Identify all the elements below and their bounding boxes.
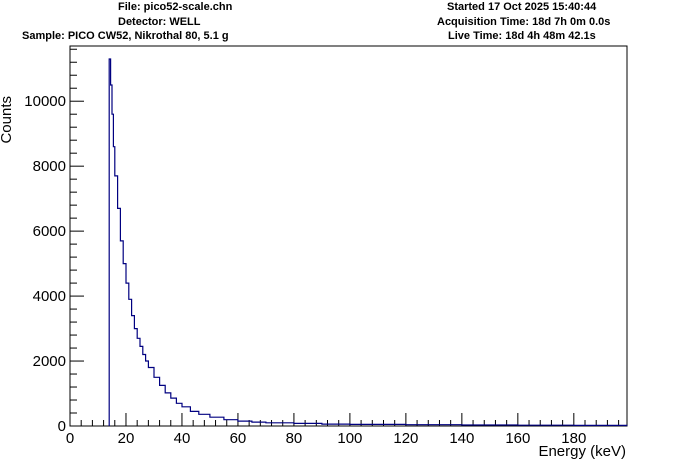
y-tick-label: 2000 <box>33 353 66 370</box>
x-tick-label: 80 <box>286 430 303 447</box>
plot-frame <box>69 45 628 427</box>
x-tick-label: 20 <box>118 430 135 447</box>
x-tick-label: 160 <box>505 430 530 447</box>
x-axis-title: Energy (keV) <box>538 443 626 460</box>
x-tick-label: 40 <box>174 430 191 447</box>
y-axis-title: Counts <box>0 96 15 144</box>
header-live: Live Time: 18d 4h 48m 42.1s <box>448 30 596 42</box>
x-tick-label: 100 <box>337 430 362 447</box>
header-sample: Sample: PICO CW52, Nikrothal 80, 5.1 g <box>22 30 229 42</box>
x-tick-label: 140 <box>449 430 474 447</box>
header-acquisition: Acquisition Time: 18d 7h 0m 0.0s <box>437 16 611 28</box>
y-tick-label: 10000 <box>24 93 66 110</box>
y-tick-label: 8000 <box>33 158 66 175</box>
series-line <box>108 58 628 426</box>
y-tick-label: 6000 <box>33 223 66 240</box>
x-tick-label: 180 <box>561 430 586 447</box>
header-detector: Detector: WELL <box>118 16 201 28</box>
x-tick-label: 120 <box>393 430 418 447</box>
header-started: Started 17 Oct 2025 15:40:44 <box>447 1 597 13</box>
y-tick-label: 0 <box>58 418 66 435</box>
y-axis: 0 2000 4000 6000 8000 10000 <box>24 48 84 435</box>
y-tick-label: 4000 <box>33 288 66 305</box>
x-tick-label: 60 <box>230 430 247 447</box>
x-axis: 0 20 40 60 80 100 120 140 160 180 <box>66 413 620 447</box>
header-file: File: pico52-scale.chn <box>118 1 233 13</box>
x-tick-label: 0 <box>66 430 74 447</box>
